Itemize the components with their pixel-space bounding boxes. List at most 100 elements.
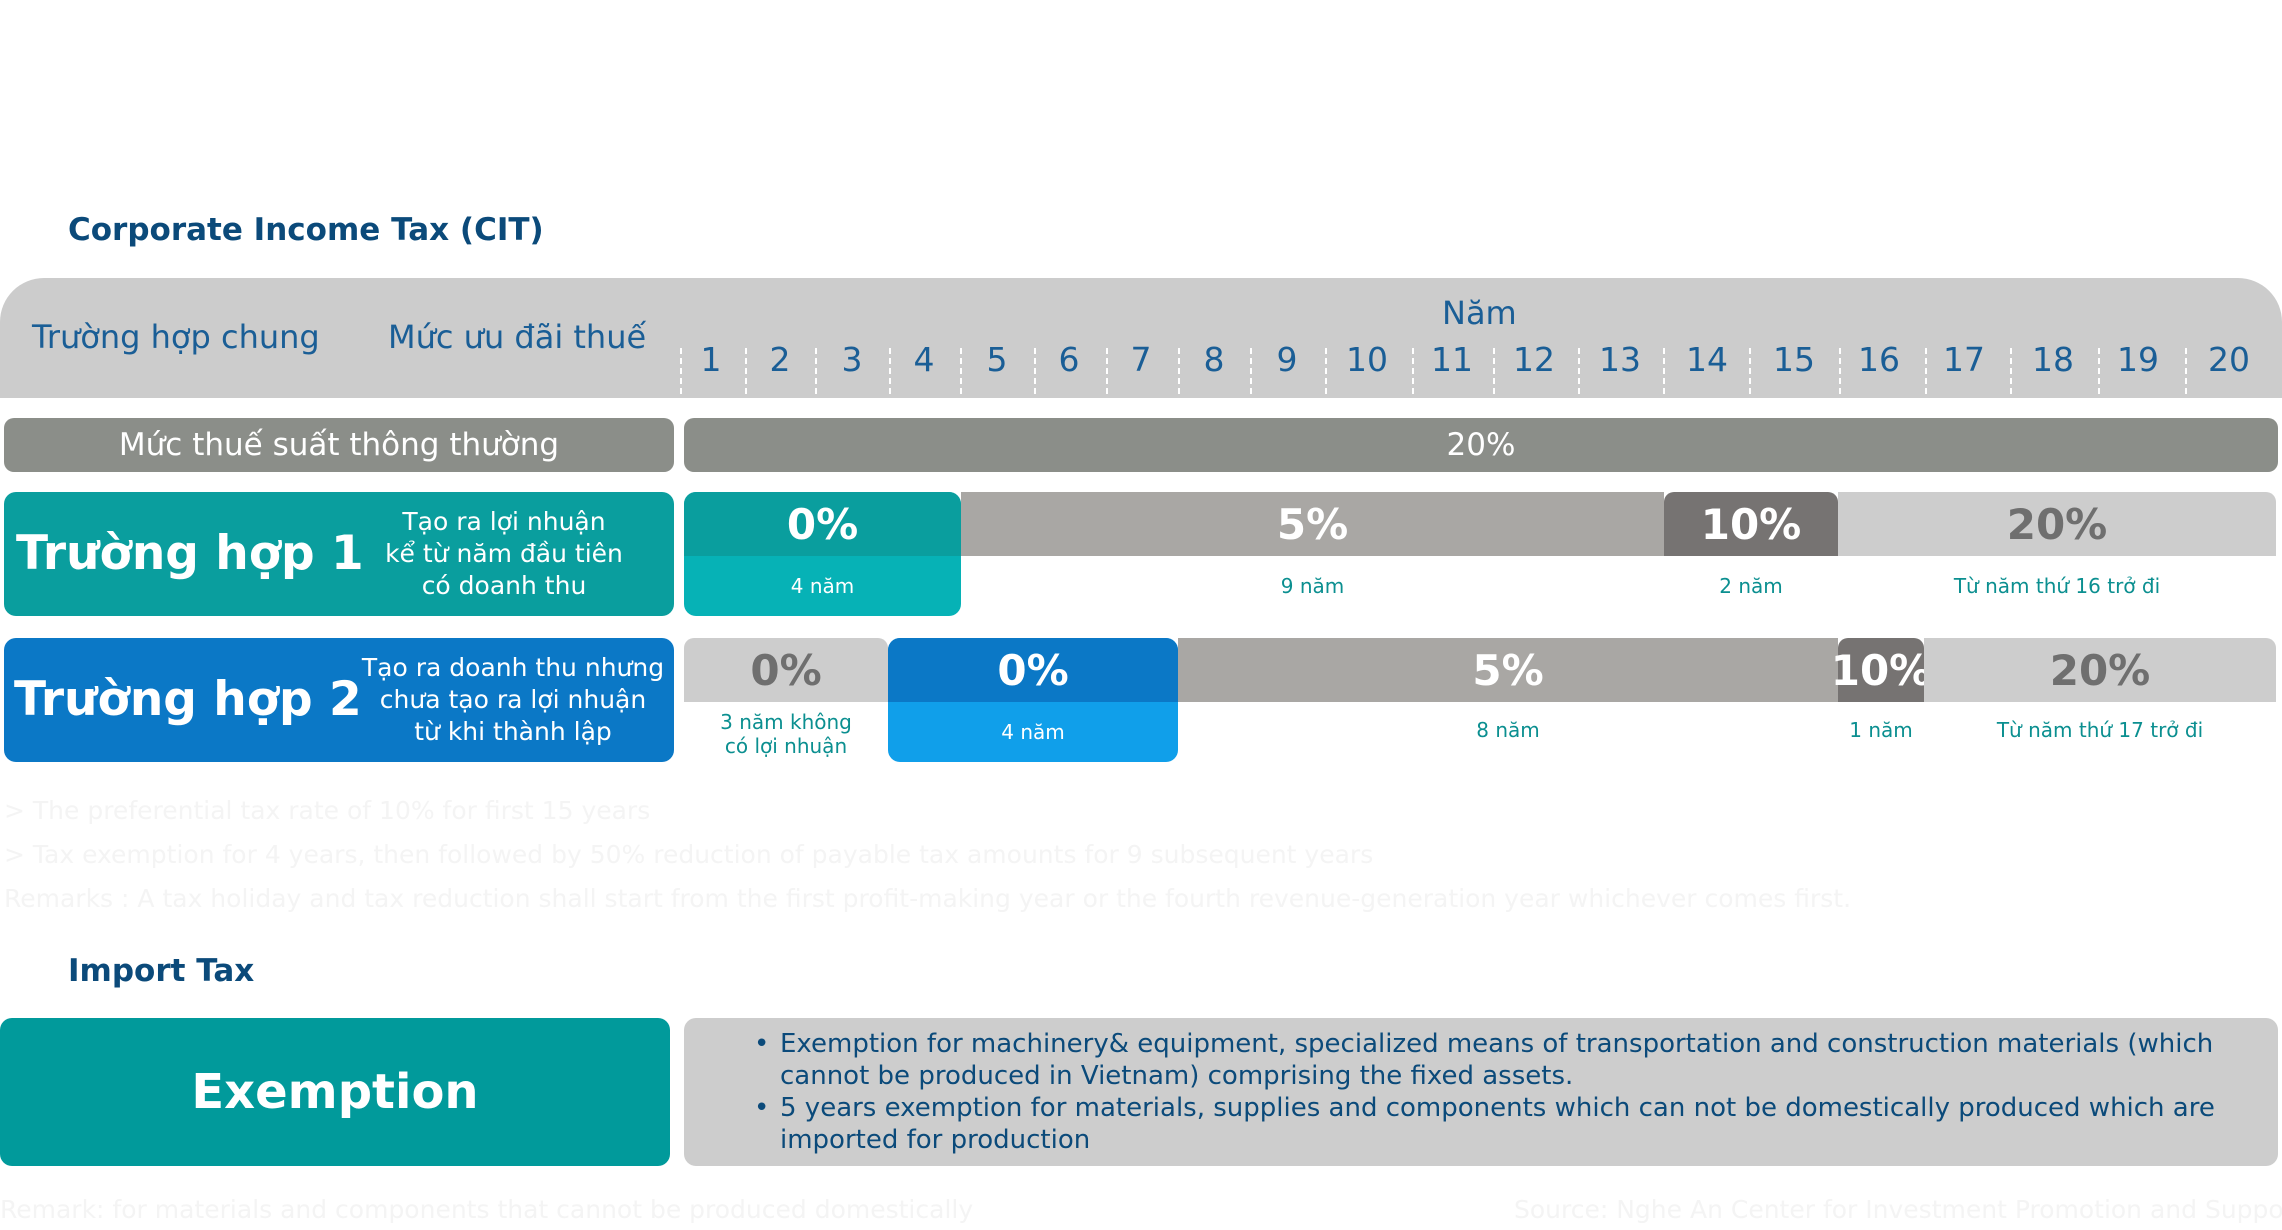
year-divider — [1578, 348, 1580, 394]
year-divider — [2010, 348, 2012, 394]
exemption-details: Exemption for machinery& equipment, spec… — [684, 1018, 2278, 1166]
footer-source: Source: Nghe An Center for Investment Pr… — [1514, 1195, 2282, 1224]
year-label: 10 — [1346, 340, 1388, 379]
standard-rate-label-text: Mức thuế suất thông thường — [118, 427, 560, 463]
footer-remark: Remark: for materials and components tha… — [0, 1195, 974, 1224]
case2-desc-line: Tạo ra doanh thu nhưng — [361, 653, 665, 682]
case1-segment-20pct: 20% — [1838, 492, 2276, 556]
case2-note-3: 1 năm — [1849, 718, 1913, 742]
standard-rate-label: Mức thuế suất thông thường — [4, 418, 674, 472]
case1-desc-line: có doanh thu — [421, 571, 587, 600]
year-divider — [1925, 348, 1927, 394]
year-divider — [1034, 348, 1036, 394]
exemption-label: Exemption — [191, 1064, 479, 1120]
case2-label-box: Trường hợp 2 Tạo ra doanh thu nhưng chưa… — [4, 638, 674, 762]
case2-rate-3: 10% — [1830, 645, 1932, 695]
case1-title: Trường hợp 1 — [16, 526, 364, 581]
case2-segment-10pct: 10% — [1831, 638, 1931, 702]
year-label: 11 — [1431, 340, 1473, 379]
case2-note-0: 3 năm không có lợi nhuận — [684, 710, 888, 758]
cit-title: Corporate Income Tax (CIT) — [68, 212, 544, 248]
table-header — [0, 278, 2282, 398]
year-label: 4 — [913, 340, 935, 379]
year-divider — [745, 348, 747, 394]
case1-label-box: Trường hợp 1 Tạo ra lợi nhuận kể từ năm … — [4, 492, 674, 616]
year-label: 2 — [769, 340, 791, 379]
year-label: 16 — [1858, 340, 1900, 379]
year-divider — [1106, 348, 1108, 394]
year-label: 14 — [1686, 340, 1728, 379]
case1-note-2: 2 năm — [1719, 574, 1783, 598]
year-divider — [1663, 348, 1665, 394]
case1-note-1: 9 năm — [1280, 574, 1345, 598]
exemption-list: Exemption for machinery& equipment, spec… — [754, 1028, 2258, 1156]
header-incentive-level: Mức ưu đãi thuế — [388, 318, 647, 356]
case2-desc-line: từ khi thành lập — [414, 717, 612, 746]
case2-note-1: 4 năm — [1001, 720, 1065, 744]
year-divider — [1178, 348, 1180, 394]
case2-title: Trường hợp 2 — [14, 672, 362, 727]
year-divider — [815, 348, 817, 394]
case1-segment-10pct: 10% — [1664, 492, 1838, 556]
case1-note-0: 4 năm — [790, 574, 855, 598]
year-label: 5 — [986, 340, 1008, 379]
year-divider — [1412, 348, 1414, 394]
year-divider — [1839, 348, 1841, 394]
case1-rate-3: 20% — [2006, 499, 2108, 549]
case2-desc: Tạo ra doanh thu nhưng chưa tạo ra lợi n… — [354, 652, 672, 748]
case2-segment-20pct: 20% — [1924, 638, 2276, 702]
year-label: 7 — [1130, 340, 1152, 379]
year-label: 19 — [2117, 340, 2159, 379]
year-label: 17 — [1943, 340, 1985, 379]
case1-rate-0: 0% — [786, 499, 859, 549]
case2-rate-2: 5% — [1472, 645, 1544, 695]
import-title: Import Tax — [68, 953, 255, 989]
year-label: 18 — [2032, 340, 2074, 379]
faint-note: Remarks : A tax holiday and tax reductio… — [4, 884, 1852, 913]
case1-desc: Tạo ra lợi nhuận kể từ năm đầu tiên có d… — [354, 506, 654, 602]
year-divider — [960, 348, 962, 394]
case2-segment-0pct-no-profit: 0% — [684, 638, 888, 702]
year-label: 6 — [1058, 340, 1080, 379]
year-label: 9 — [1276, 340, 1298, 379]
case2-rate-0: 0% — [750, 645, 822, 695]
faint-note: > The preferential tax rate of 10% for f… — [4, 796, 651, 825]
case2-rate-4: 20% — [2049, 645, 2151, 695]
case2-segment-5pct: 5% — [1178, 638, 1838, 702]
case2-note-2: 8 năm — [1476, 718, 1540, 742]
case1-segment-0pct: 0% 4 năm — [684, 492, 961, 616]
case1-desc-line: kể từ năm đầu tiên — [385, 539, 623, 568]
standard-rate-value: 20% — [1446, 427, 1516, 463]
year-divider — [1493, 348, 1495, 394]
year-label: 1 — [700, 340, 722, 379]
header-years-label: Năm — [1442, 294, 1517, 332]
year-divider — [2185, 348, 2187, 394]
case1-rate-1: 5% — [1276, 499, 1349, 549]
exemption-label-box: Exemption — [0, 1018, 670, 1166]
case2-desc-line: chưa tạo ra lợi nhuận — [379, 685, 647, 714]
case2-note-4: Từ năm thứ 17 trở đi — [1996, 718, 2204, 742]
year-divider — [1325, 348, 1327, 394]
faint-note: > Tax exemption for 4 years, then follow… — [4, 840, 1374, 869]
year-divider — [1250, 348, 1252, 394]
case1-note-3: Từ năm thứ 16 trở đi — [1953, 574, 2161, 598]
case1-segment-5pct: 5% — [961, 492, 1664, 556]
case1-rate-2: 10% — [1700, 499, 1802, 549]
case2-note-0-line: có lợi nhuận — [724, 734, 848, 758]
year-divider — [1749, 348, 1751, 394]
exemption-item: Exemption for machinery& equipment, spec… — [754, 1028, 2258, 1092]
year-label: 8 — [1203, 340, 1225, 379]
header-general-case: Trường hợp chung — [32, 318, 320, 356]
year-label: 20 — [2208, 340, 2250, 379]
case2-segment-0pct: 0% 4 năm — [888, 638, 1178, 762]
year-label: 13 — [1599, 340, 1641, 379]
year-label: 15 — [1773, 340, 1815, 379]
year-divider — [680, 348, 682, 394]
case1-desc-line: Tạo ra lợi nhuận — [402, 507, 606, 536]
year-label: 3 — [841, 340, 863, 379]
case2-rate-1: 0% — [997, 645, 1069, 695]
year-divider — [889, 348, 891, 394]
year-label: 12 — [1513, 340, 1555, 379]
year-divider — [2098, 348, 2100, 394]
exemption-item: 5 years exemption for materials, supplie… — [754, 1092, 2258, 1156]
